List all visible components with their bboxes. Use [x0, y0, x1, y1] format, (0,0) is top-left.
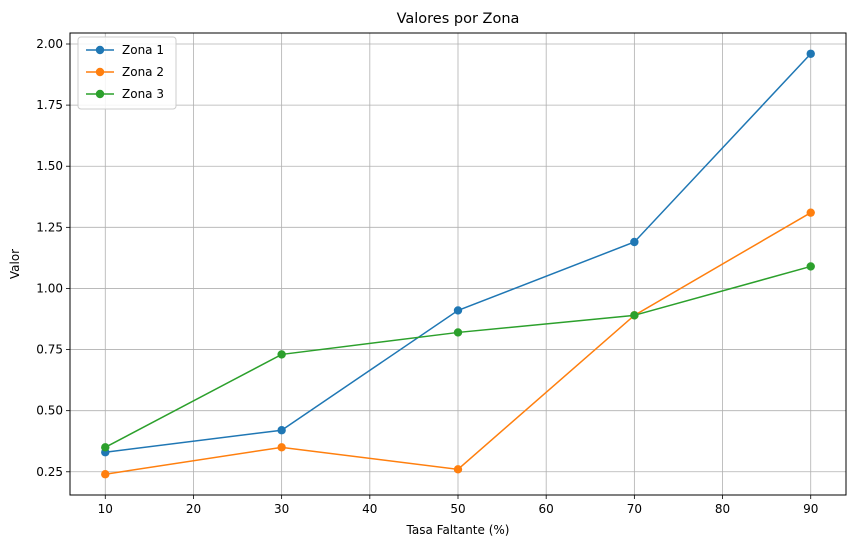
legend-marker: [95, 67, 105, 77]
y-tick-label: 1.75: [36, 98, 63, 112]
data-point: [806, 262, 815, 271]
legend-label: Zona 1: [122, 43, 164, 57]
data-point: [453, 328, 463, 337]
y-tick-label: 0.50: [36, 404, 63, 418]
data-point: [101, 470, 110, 479]
legend-marker: [95, 89, 105, 99]
y-tick-label: 1.25: [36, 220, 63, 234]
y-tick-label: 1.50: [36, 159, 63, 173]
x-tick-label: 20: [186, 502, 201, 516]
y-tick-label: 0.75: [36, 343, 63, 357]
y-tick-label: 2.00: [36, 37, 63, 51]
x-tick-label: 10: [98, 502, 113, 516]
data-point: [806, 208, 815, 217]
data-point: [630, 237, 639, 247]
ticks: 10 20 30 40 50 60 70 80 90 0.25 0.50 0.75 1.00 1.25 1.…: [36, 37, 818, 516]
data-point: [453, 306, 463, 315]
data-point: [277, 350, 286, 359]
data-point: [630, 311, 639, 320]
legend-label: Zona 3: [122, 87, 164, 101]
data-point: [277, 426, 286, 435]
y-tick-label: 0.25: [36, 465, 63, 479]
series-3: [101, 262, 815, 452]
chart-title: Valores por Zona: [397, 11, 520, 27]
x-tick-label: 70: [627, 502, 642, 516]
x-tick-label: 90: [803, 502, 818, 516]
series-layer: [101, 49, 815, 479]
legend: Zona 1 Zona 2 Zona 3: [77, 36, 177, 110]
data-point: [806, 49, 815, 58]
x-axis-title: Tasa Faltante (%): [406, 523, 510, 537]
legend-item: Zona 3: [86, 87, 164, 101]
x-tick-label: 50: [450, 502, 465, 516]
data-point: [277, 443, 286, 452]
data-point: [453, 465, 463, 474]
x-tick-label: 60: [539, 502, 554, 516]
x-tick-label: 40: [362, 502, 377, 516]
legend-item: Zona 1: [86, 43, 164, 57]
x-tick-label: 80: [715, 502, 730, 516]
x-tick-label: 30: [274, 502, 289, 516]
legend-label: Zona 2: [122, 65, 164, 79]
y-axis-title: Valor: [8, 249, 22, 279]
legend-marker: [95, 45, 105, 55]
data-point: [101, 443, 110, 452]
y-tick-label: 1.00: [36, 281, 63, 295]
legend-item: Zona 2: [86, 65, 164, 79]
